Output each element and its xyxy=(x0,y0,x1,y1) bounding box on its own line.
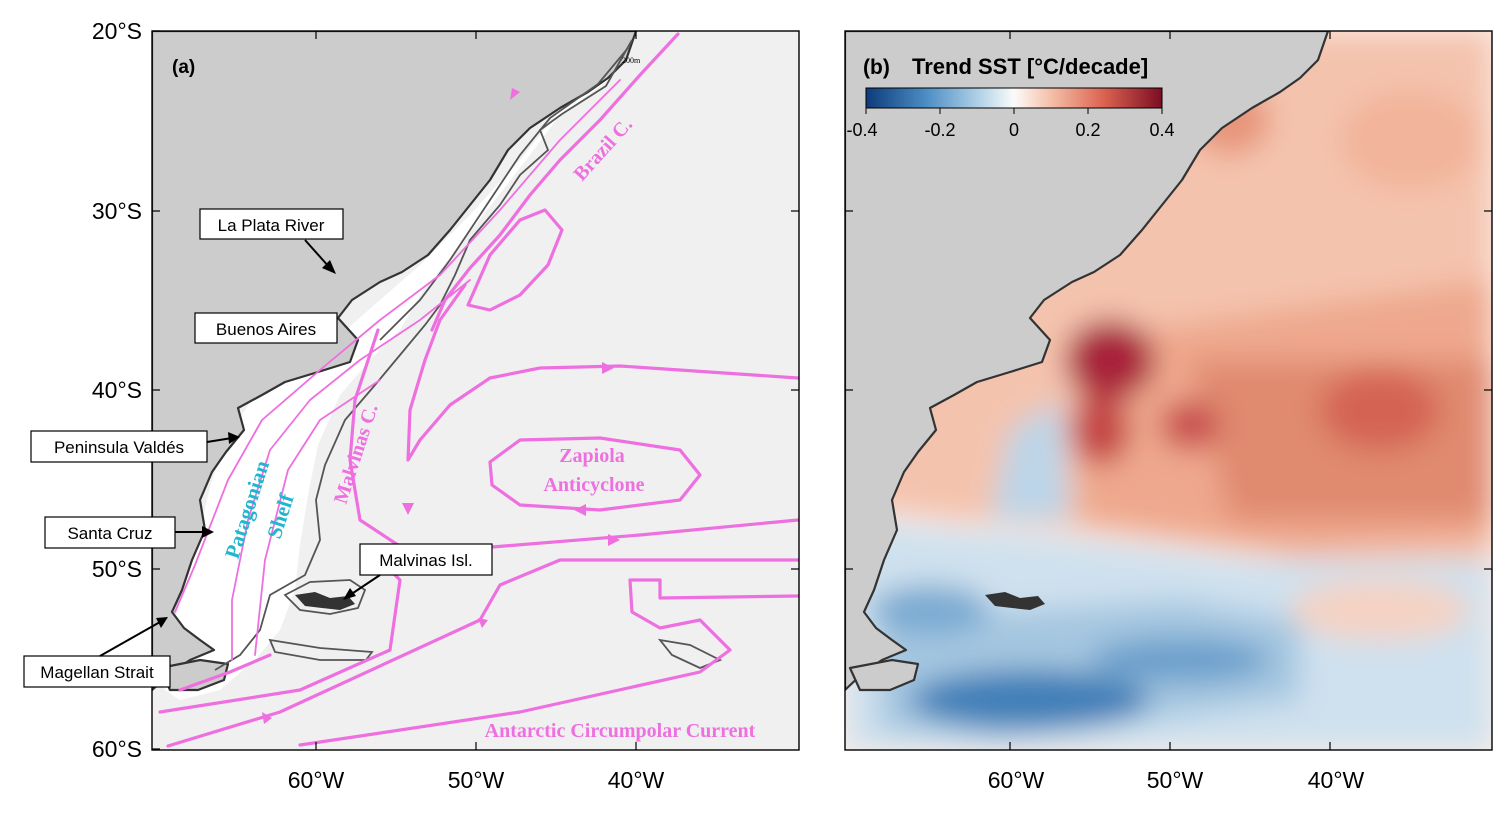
malvinas-islands xyxy=(295,592,355,610)
lat-tick-20s: 20°S xyxy=(92,18,142,44)
zapiola-anticyclone xyxy=(488,436,702,512)
tierra-del-fuego xyxy=(158,658,230,692)
buenos-aires-label: Buenos Aires xyxy=(216,320,316,339)
lon-tick-50w-b: 50°W xyxy=(1147,767,1204,793)
colorbar-tick-neg02: -0.2 xyxy=(924,120,955,140)
colorbar-tick-02: 0.2 xyxy=(1075,120,1100,140)
callout-malvinas-isl: Malvinas Isl. xyxy=(343,543,493,600)
tierra-del-fuego-b xyxy=(848,658,920,692)
shelf-flow-3 xyxy=(254,379,381,656)
callout-valdes: Peninsula Valdés xyxy=(30,430,240,463)
shelf-flow-1 xyxy=(174,79,621,613)
magellan-label: Magellan Strait xyxy=(40,663,154,682)
lat-tick-50s: 50°S xyxy=(92,556,142,582)
panel-b-title: Trend SST [°C/decade] xyxy=(912,54,1148,79)
colorbar: -0.4 -0.2 0 0.2 0.4 xyxy=(846,87,1175,140)
callout-magellan: Magellan Strait xyxy=(23,617,171,688)
malvinas-plateau xyxy=(283,579,367,615)
patagonian-shelf xyxy=(165,40,632,700)
la-plata-label: La Plata River xyxy=(218,216,325,235)
colorbar-gradient xyxy=(865,87,1163,109)
colorbar-tick-0: 0 xyxy=(1009,120,1019,140)
lat-tick-30s: 30°S xyxy=(92,198,142,224)
lon-tick-40w-b: 40°W xyxy=(1308,767,1365,793)
lon-tick-50w: 50°W xyxy=(448,767,505,793)
callout-buenos-aires: Buenos Aires xyxy=(194,312,338,344)
lon-tick-60w-b: 60°W xyxy=(988,767,1045,793)
zapiola-label-1: Zapiola xyxy=(559,445,625,467)
santa-cruz-label: Santa Cruz xyxy=(67,524,152,543)
lon-tick-40w: 40°W xyxy=(608,767,665,793)
colorbar-tick-04: 0.4 xyxy=(1149,120,1174,140)
lat-tick-40s: 40°S xyxy=(92,377,142,403)
panel-a-label: (a) xyxy=(172,57,195,78)
callout-la-plata: La Plata River xyxy=(199,208,344,274)
malvinas-current xyxy=(406,283,799,462)
zapiola-label-2: Anticyclone xyxy=(543,474,644,496)
lat-tick-60s: 60°S xyxy=(92,736,142,762)
brazil-recirculation xyxy=(466,208,564,312)
isobath-200m xyxy=(214,39,633,671)
brazil-current xyxy=(430,32,680,332)
acc-flow-4 xyxy=(178,653,272,692)
panel-b-label: (b) xyxy=(863,56,890,79)
sst-trend-field xyxy=(845,31,1492,750)
malvinas-isl-label: Malvinas Isl. xyxy=(379,551,473,570)
acc-label: Antarctic Circumpolar Current xyxy=(485,720,756,742)
south-america-coast-b xyxy=(845,31,1330,692)
lon-tick-60w: 60°W xyxy=(288,767,345,793)
valdes-label: Peninsula Valdés xyxy=(54,438,184,457)
panel-a-map: 20°S 30°S 40°S 50°S 60°S 60°W 50°W 40°W … xyxy=(23,18,800,793)
malvinas-islands-b xyxy=(985,592,1045,610)
panel-b-map: 60°W 50°W 40°W (b) Trend SST [°C/decade]… xyxy=(844,30,1493,793)
shelf-flow-2 xyxy=(231,279,471,661)
colorbar-tick-neg04: -0.4 xyxy=(846,120,877,140)
callout-santa-cruz: Santa Cruz xyxy=(44,516,214,549)
isobath-label: 200m xyxy=(622,56,641,65)
